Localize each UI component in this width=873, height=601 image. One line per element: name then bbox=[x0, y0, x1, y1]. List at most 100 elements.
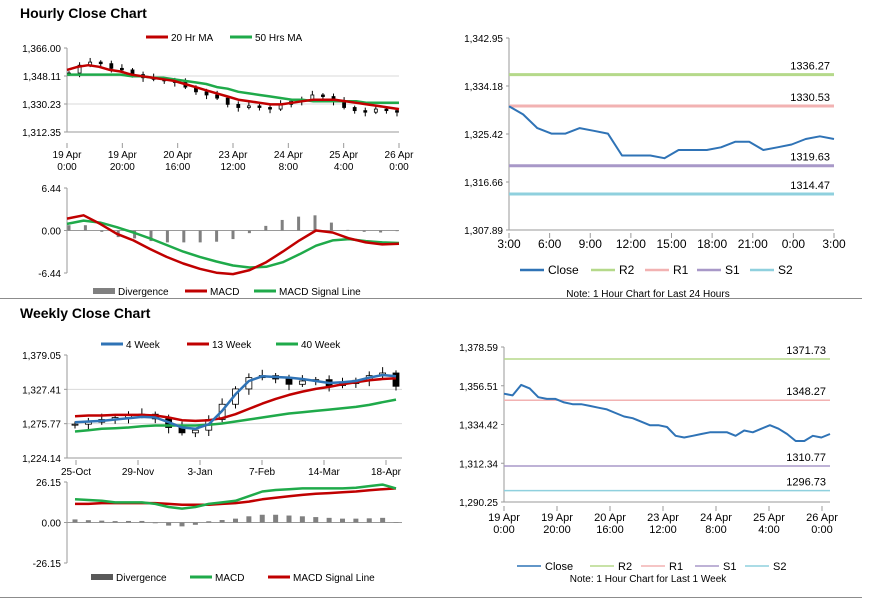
weekly-pivot-y-tick-label: 1,378.59 bbox=[459, 343, 498, 354]
hourly-pivot-y-tick-label: 1,334.18 bbox=[464, 82, 503, 93]
hourly-macd-divergence-bar bbox=[83, 225, 87, 231]
hourly-price-candle bbox=[321, 94, 325, 97]
hourly-pivot-y-tick-label: 1,342.95 bbox=[464, 34, 503, 45]
weekly-macd-divergence-bar bbox=[393, 522, 399, 523]
hourly-macd-y-tick-label: -6.44 bbox=[38, 269, 61, 280]
weekly-pivot-y-tick-label: 1,356.51 bbox=[459, 382, 498, 393]
hourly-price-x-tick-label: 0:00 bbox=[57, 162, 77, 173]
weekly-price-x-tick-label: 18-Apr bbox=[371, 467, 402, 478]
bottom-divider bbox=[0, 597, 862, 598]
weekly-price-x-tick-label: 29-Nov bbox=[122, 467, 154, 478]
hourly-pivot-level-label: 1314.47 bbox=[790, 180, 830, 192]
hourly-price-x-tick-label: 26 Apr bbox=[385, 150, 415, 161]
hourly-macd-divergence-bar bbox=[379, 230, 383, 233]
weekly-section-title: Weekly Close Chart bbox=[20, 305, 151, 321]
weekly-macd-y-tick-label: 0.00 bbox=[42, 519, 62, 530]
hourly-macd-legend-label: Divergence bbox=[118, 287, 169, 298]
weekly-price-x-tick-label: 3-Jan bbox=[187, 467, 212, 478]
hourly-pivot-legend-label: Close bbox=[548, 263, 579, 277]
hourly-price-x-tick-label: 4:00 bbox=[334, 162, 354, 173]
hourly-price-x-tick-label: 0:00 bbox=[389, 162, 409, 173]
hourly-price-candle bbox=[204, 91, 209, 96]
hourly-price-x-tick-label: 19 Apr bbox=[108, 150, 138, 161]
hourly-macd-divergence-bar bbox=[198, 230, 202, 243]
weekly-macd-divergence-bar bbox=[259, 514, 265, 523]
hourly-pivot-x-tick-label: 3:00 bbox=[497, 237, 521, 251]
weekly-macd-divergence-bar bbox=[112, 521, 118, 523]
hourly-pivot-x-tick-label: 12:00 bbox=[616, 237, 646, 251]
weekly-macd-divergence-bar bbox=[206, 521, 212, 523]
hourly-macd-divergence-bar bbox=[100, 230, 104, 232]
weekly-price-x-tick-label: 25-Oct bbox=[61, 467, 91, 478]
hourly-macd-divergence-bar bbox=[264, 225, 268, 231]
weekly-macd-legend-swatch bbox=[91, 574, 113, 580]
hourly-macd-legend-swatch bbox=[93, 288, 115, 294]
hourly-pivot-y-tick-label: 1,307.89 bbox=[464, 226, 503, 237]
hourly-macd-line bbox=[66, 214, 400, 276]
weekly-macd-legend-label: Divergence bbox=[116, 573, 167, 584]
weekly-price-y-tick-label: 1,275.77 bbox=[22, 420, 61, 431]
hourly-price-x-tick-label: 16:00 bbox=[165, 162, 190, 173]
weekly-macd-divergence-bar bbox=[233, 518, 238, 523]
weekly-macd-divergence-bar bbox=[139, 520, 145, 523]
weekly-macd-divergence-bar bbox=[179, 522, 185, 527]
hourly-macd-divergence-bar bbox=[280, 219, 284, 231]
hourly-price-legend-label: 20 Hr MA bbox=[171, 33, 214, 44]
hourly-pivot-x-tick-label: 9:00 bbox=[579, 237, 603, 251]
weekly-macd-legend-label: MACD Signal Line bbox=[293, 573, 375, 584]
hourly-macd-signal-line bbox=[66, 219, 400, 269]
weekly-macd-divergence-bar bbox=[273, 514, 279, 523]
hourly-pivot-x-tick-label: 3:00 bbox=[822, 237, 846, 251]
weekly-pivot-x-tick-label: 12:00 bbox=[649, 524, 677, 536]
weekly-macd-divergence-bar bbox=[192, 522, 198, 525]
weekly-macd-divergence-bar bbox=[246, 516, 252, 523]
hourly-price-candle bbox=[120, 67, 124, 71]
weekly-macd-divergence-bar bbox=[340, 518, 345, 523]
hourly-price-candle bbox=[98, 61, 103, 65]
weekly-pivot-y-tick-label: 1,312.34 bbox=[459, 459, 498, 470]
hourly-macd-divergence-bar bbox=[395, 230, 399, 232]
weekly-pivot-x-tick-label: 19 Apr bbox=[488, 512, 520, 524]
weekly-macd-divergence-bar bbox=[313, 517, 319, 523]
hourly-price-candle bbox=[384, 108, 389, 112]
hourly-price-candle bbox=[363, 110, 368, 113]
weekly-pivot-x-tick-label: 20:00 bbox=[543, 524, 571, 536]
weekly-macd-divergence-bar bbox=[166, 522, 172, 526]
hourly-pivot-close-line bbox=[508, 105, 835, 160]
weekly-price-y-tick-label: 1,327.41 bbox=[22, 385, 61, 396]
hourly-price-candle bbox=[215, 94, 220, 99]
hourly-pivot-x-tick-label: 18:00 bbox=[697, 237, 727, 251]
hourly-pivot-level-label: 1319.63 bbox=[790, 152, 830, 164]
weekly-pivot-legend-label: Close bbox=[545, 561, 573, 573]
hourly-price-legend-label: 50 Hrs MA bbox=[255, 33, 303, 44]
hourly-macd-divergence-bar bbox=[329, 222, 333, 231]
hourly-pivot-y-tick-label: 1,316.66 bbox=[464, 178, 503, 189]
weekly-pivot-legend-label: R1 bbox=[669, 561, 683, 573]
weekly-price-legend-label: 13 Week bbox=[212, 340, 252, 351]
hourly-pivot-level-label: 1330.53 bbox=[790, 92, 830, 104]
hourly-price-candle bbox=[373, 108, 378, 113]
weekly-4week-line bbox=[74, 373, 397, 431]
hourly-price-x-tick-label: 20:00 bbox=[110, 162, 135, 173]
weekly-pivot-close-line bbox=[503, 383, 831, 442]
hourly-price-candle bbox=[352, 107, 357, 112]
hourly-macd-divergence-bar bbox=[67, 225, 71, 231]
weekly-macd-divergence-bar bbox=[380, 517, 386, 523]
weekly-pivot-y-tick-label: 1,334.42 bbox=[459, 421, 498, 432]
weekly-price-y-tick-label: 1,379.05 bbox=[22, 351, 61, 362]
weekly-price-legend-label: 40 Week bbox=[301, 340, 341, 351]
weekly-macd-divergence-bar bbox=[152, 522, 158, 524]
weekly-pivot-y-tick-label: 1,290.25 bbox=[459, 498, 498, 509]
weekly-macd-divergence-bar bbox=[72, 519, 78, 523]
hourly-macd-divergence-bar bbox=[215, 230, 219, 242]
weekly-pivot-x-tick-label: 20 Apr bbox=[594, 512, 626, 524]
weekly-price-candle bbox=[191, 429, 199, 434]
hourly-price-y-tick-label: 1,348.11 bbox=[23, 72, 62, 83]
weekly-pivot-x-tick-label: 0:00 bbox=[811, 524, 832, 536]
hourly-pivot-legend-label: R1 bbox=[673, 263, 689, 277]
weekly-macd-divergence-bar bbox=[85, 520, 91, 523]
weekly-price-x-tick-label: 7-Feb bbox=[249, 467, 276, 478]
weekly-price-y-tick-label: 1,224.14 bbox=[22, 454, 61, 465]
hourly-price-x-tick-label: 12:00 bbox=[220, 162, 245, 173]
